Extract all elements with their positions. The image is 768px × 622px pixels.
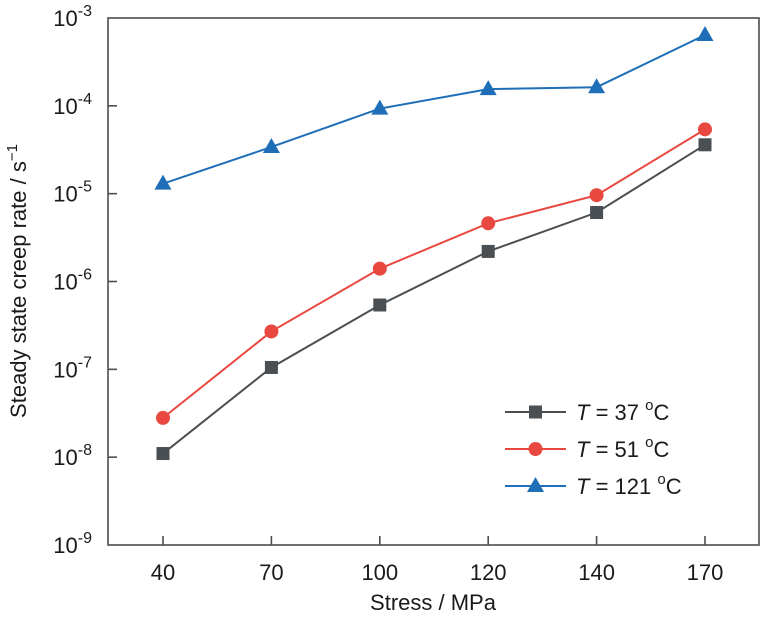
series-circle (156, 122, 712, 425)
plot-frame (107, 17, 760, 546)
data-point-triangle (696, 26, 714, 42)
y-tick-base: 10 (53, 6, 77, 31)
x-axis-ticks: 40 70 100 120 140 170 (151, 536, 724, 585)
legend-item: T = 51 oC (505, 434, 669, 462)
y-tick-base: 10 (53, 445, 77, 470)
legend-item: T = 121 oC (505, 471, 682, 499)
legend-marker-circle (528, 442, 543, 456)
y-tick-exponent: -4 (78, 91, 92, 108)
data-point-circle (589, 188, 604, 203)
x-tick-label: 70 (259, 560, 283, 585)
y-tick-base: 10 (53, 94, 77, 119)
data-point-triangle (262, 137, 280, 153)
y-tick-label: 10-6 (53, 267, 92, 295)
data-point-triangle (371, 99, 389, 115)
legend-var: T (576, 474, 591, 499)
legend-eq: = 121 (589, 474, 657, 499)
series-triangle (154, 26, 714, 190)
x-tick-label: 100 (361, 560, 398, 585)
series-line (162, 34, 706, 185)
data-point-square (590, 206, 604, 220)
x-axis-title: Stress / MPa (370, 590, 497, 615)
data-point-circle (372, 261, 387, 276)
legend-var: T (576, 400, 591, 425)
data-point-circle (481, 216, 496, 231)
data-point-triangle (588, 78, 606, 94)
legend-deg: o (657, 471, 665, 488)
y-axis-ticks: 10-310-410-510-610-710-810-9 (53, 3, 117, 558)
data-point-square (698, 138, 712, 152)
y-axis-title-superscript: −1 (4, 144, 21, 161)
y-tick-base: 10 (53, 270, 77, 295)
legend-eq: = 51 (589, 437, 645, 462)
legend-unit: C (653, 437, 669, 462)
legend-deg: o (645, 397, 653, 414)
data-point-square (156, 447, 170, 461)
y-tick-base: 10 (53, 357, 77, 382)
y-tick-exponent: -5 (78, 179, 92, 196)
legend-var: T (576, 437, 591, 462)
data-point-triangle (154, 174, 172, 190)
legend-label: T = 37 oC (576, 397, 669, 425)
y-axis-title-text: Steady state creep rate / s (6, 161, 31, 418)
data-point-square (264, 360, 278, 374)
x-tick-label: 120 (470, 560, 507, 585)
plot-border (107, 17, 760, 546)
data-point-circle (264, 324, 279, 339)
legend-deg: o (645, 434, 653, 451)
y-tick-label: 10-4 (53, 91, 92, 119)
legend-label: T = 121 oC (576, 471, 682, 499)
y-tick-base: 10 (53, 533, 77, 558)
series-line (162, 143, 706, 455)
series-line (162, 128, 706, 419)
x-tick-label: 140 (578, 560, 615, 585)
legend-unit: C (653, 400, 669, 425)
data-point-square (373, 298, 387, 312)
y-tick-label: 10-9 (53, 530, 92, 558)
y-tick-base: 10 (53, 182, 77, 207)
x-tick-label: 40 (151, 560, 175, 585)
y-tick-label: 10-8 (53, 442, 92, 470)
data-point-circle (698, 122, 712, 137)
legend-eq: = 37 (589, 400, 645, 425)
data-point-square (481, 244, 495, 258)
y-axis-title: Steady state creep rate / s−1 (4, 144, 31, 418)
series-square (156, 138, 712, 461)
data-point-triangle (479, 80, 497, 96)
y-tick-exponent: -8 (78, 442, 92, 459)
legend-marker-triangle (527, 477, 544, 492)
y-tick-label: 10-7 (53, 354, 92, 382)
legend-unit: C (666, 474, 682, 499)
y-tick-exponent: -7 (78, 354, 92, 371)
legend-label: T = 51 oC (576, 434, 669, 462)
y-tick-label: 10-3 (53, 3, 92, 31)
x-tick-label: 170 (687, 560, 724, 585)
legend-item: T = 37 oC (505, 397, 669, 425)
legend-marker-square (529, 405, 542, 419)
legend: T = 37 oCT = 51 oCT = 121 oC (505, 397, 682, 499)
series-layer (154, 26, 714, 461)
y-tick-exponent: -9 (78, 530, 92, 547)
data-point-circle (156, 410, 170, 425)
y-tick-exponent: -6 (78, 267, 92, 284)
y-tick-exponent: -3 (78, 3, 92, 20)
y-tick-label: 10-5 (53, 179, 92, 207)
